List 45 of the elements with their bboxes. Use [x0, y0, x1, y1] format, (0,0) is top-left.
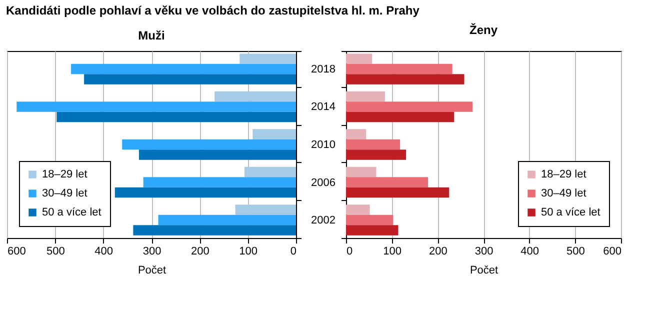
bar: [244, 166, 296, 178]
y-tick-label: 2002: [311, 214, 336, 227]
x-tick-label: 400: [520, 246, 540, 258]
x-axis-title: Počet: [138, 264, 166, 276]
x-tick-label: 600: [603, 246, 622, 258]
bar: [122, 139, 296, 150]
x-tick-label: 300: [142, 246, 162, 258]
x-tick-label: 200: [190, 246, 210, 258]
bar: [214, 91, 296, 102]
x-tick-label: 200: [428, 246, 448, 258]
x-tick-label: 500: [46, 246, 65, 258]
legend-label: 18–29 let: [42, 168, 88, 180]
bar: [133, 225, 296, 236]
chart-subtitle: Muži: [138, 28, 165, 42]
x-tick-label: 500: [566, 246, 585, 258]
x-tick-label: 400: [94, 246, 114, 258]
bar: [84, 74, 296, 84]
legend-label: 50 a více let: [541, 206, 600, 218]
bar: [71, 64, 296, 74]
bar: [143, 177, 296, 188]
legend-label: 18–29 let: [541, 168, 586, 180]
bar: [240, 54, 296, 64]
legend-label: 50 a více let: [42, 206, 102, 218]
bar: [114, 187, 296, 198]
y-tick-label: 2006: [311, 176, 336, 189]
y-tick-label: 2014: [311, 101, 336, 114]
bar: [138, 150, 296, 160]
x-tick-label: 0: [290, 246, 296, 258]
x-tick-label: 600: [8, 246, 26, 258]
bar: [16, 102, 296, 112]
chart-title: Kandidáti podle pohlaví a věku ve volbách do zastupitelstva hl. m. Prahy: [6, 4, 420, 18]
x-tick-label: 100: [383, 246, 402, 258]
y-tick-label: 2010: [311, 139, 336, 151]
legend-label: 30–49 let: [42, 188, 88, 200]
x-axis-title: Počet: [470, 264, 498, 276]
legend-label: 30–49 let: [541, 188, 586, 200]
x-tick-label: 300: [474, 246, 494, 258]
bar: [235, 204, 296, 215]
bar: [56, 112, 296, 122]
y-tick-label: 2018: [311, 63, 336, 76]
bar: [252, 129, 296, 140]
chart-subtitle: Ženy: [469, 23, 498, 37]
x-tick-label: 100: [239, 246, 258, 258]
x-tick-label: 0: [346, 246, 353, 258]
bar: [158, 214, 296, 226]
